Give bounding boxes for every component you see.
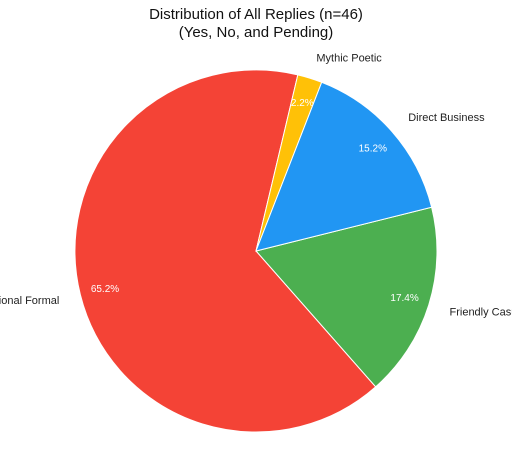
pie-percent-label-mythic-poetic: 2.2% [291, 98, 314, 109]
pie-percent-label-friendly-casual: 17.4% [390, 293, 418, 304]
pie-labels: 17.4% Friendly Casual 65.2% Professional Fo… [0, 53, 512, 319]
pie-percent-label-direct-business: 15.2% [359, 144, 387, 155]
chart-subtitle: (Yes, No, and Pending) [179, 24, 334, 41]
pie-category-label-mythic-poetic: Mythic Poetic [316, 53, 382, 65]
pie-category-label-direct-business: Direct Business [408, 112, 485, 124]
pie-category-label-friendly-casual: Friendly Casual [450, 306, 512, 318]
chart-title: Distribution of All Replies (n=46) [149, 6, 363, 23]
pie-slice-direct-business [255, 81, 433, 252]
pie-percent-label-professional-formal: 65.2% [91, 284, 119, 295]
pie-category-label-professional-formal: Professional Formal [0, 295, 59, 307]
pie-slice-professional-formal [74, 69, 377, 433]
pie-slice-friendly-casual [255, 206, 438, 388]
pie-slices [74, 69, 438, 433]
